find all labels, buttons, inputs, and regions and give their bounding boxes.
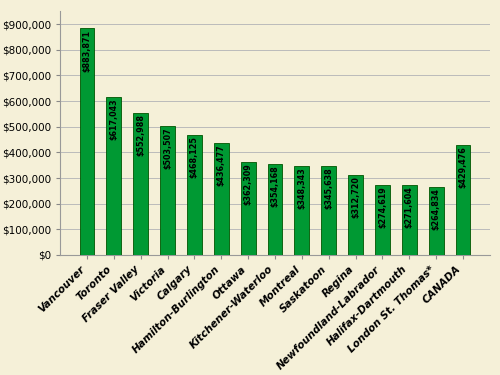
Bar: [160, 126, 175, 255]
Bar: [375, 184, 390, 255]
Bar: [240, 162, 256, 255]
Bar: [429, 187, 444, 255]
Text: $436,477: $436,477: [217, 144, 226, 186]
Text: $271,604: $271,604: [405, 187, 414, 228]
Text: $617,043: $617,043: [110, 98, 118, 140]
Text: $429,476: $429,476: [458, 146, 468, 188]
Bar: [134, 113, 148, 255]
Text: $274,619: $274,619: [378, 186, 387, 228]
Text: $883,871: $883,871: [82, 30, 92, 72]
Text: $312,720: $312,720: [351, 176, 360, 218]
Text: $362,309: $362,309: [244, 164, 252, 205]
Bar: [348, 175, 363, 255]
Bar: [456, 145, 470, 255]
Bar: [294, 166, 310, 255]
Text: $552,988: $552,988: [136, 114, 145, 156]
Bar: [402, 185, 416, 255]
Bar: [80, 28, 94, 255]
Bar: [322, 166, 336, 255]
Text: $468,125: $468,125: [190, 136, 199, 178]
Bar: [214, 143, 228, 255]
Bar: [106, 97, 121, 255]
Text: $354,168: $354,168: [270, 165, 280, 207]
Text: $345,638: $345,638: [324, 168, 333, 209]
Text: $264,834: $264,834: [432, 188, 440, 230]
Text: $348,343: $348,343: [298, 167, 306, 208]
Bar: [268, 164, 282, 255]
Text: $503,507: $503,507: [163, 127, 172, 169]
Bar: [187, 135, 202, 255]
